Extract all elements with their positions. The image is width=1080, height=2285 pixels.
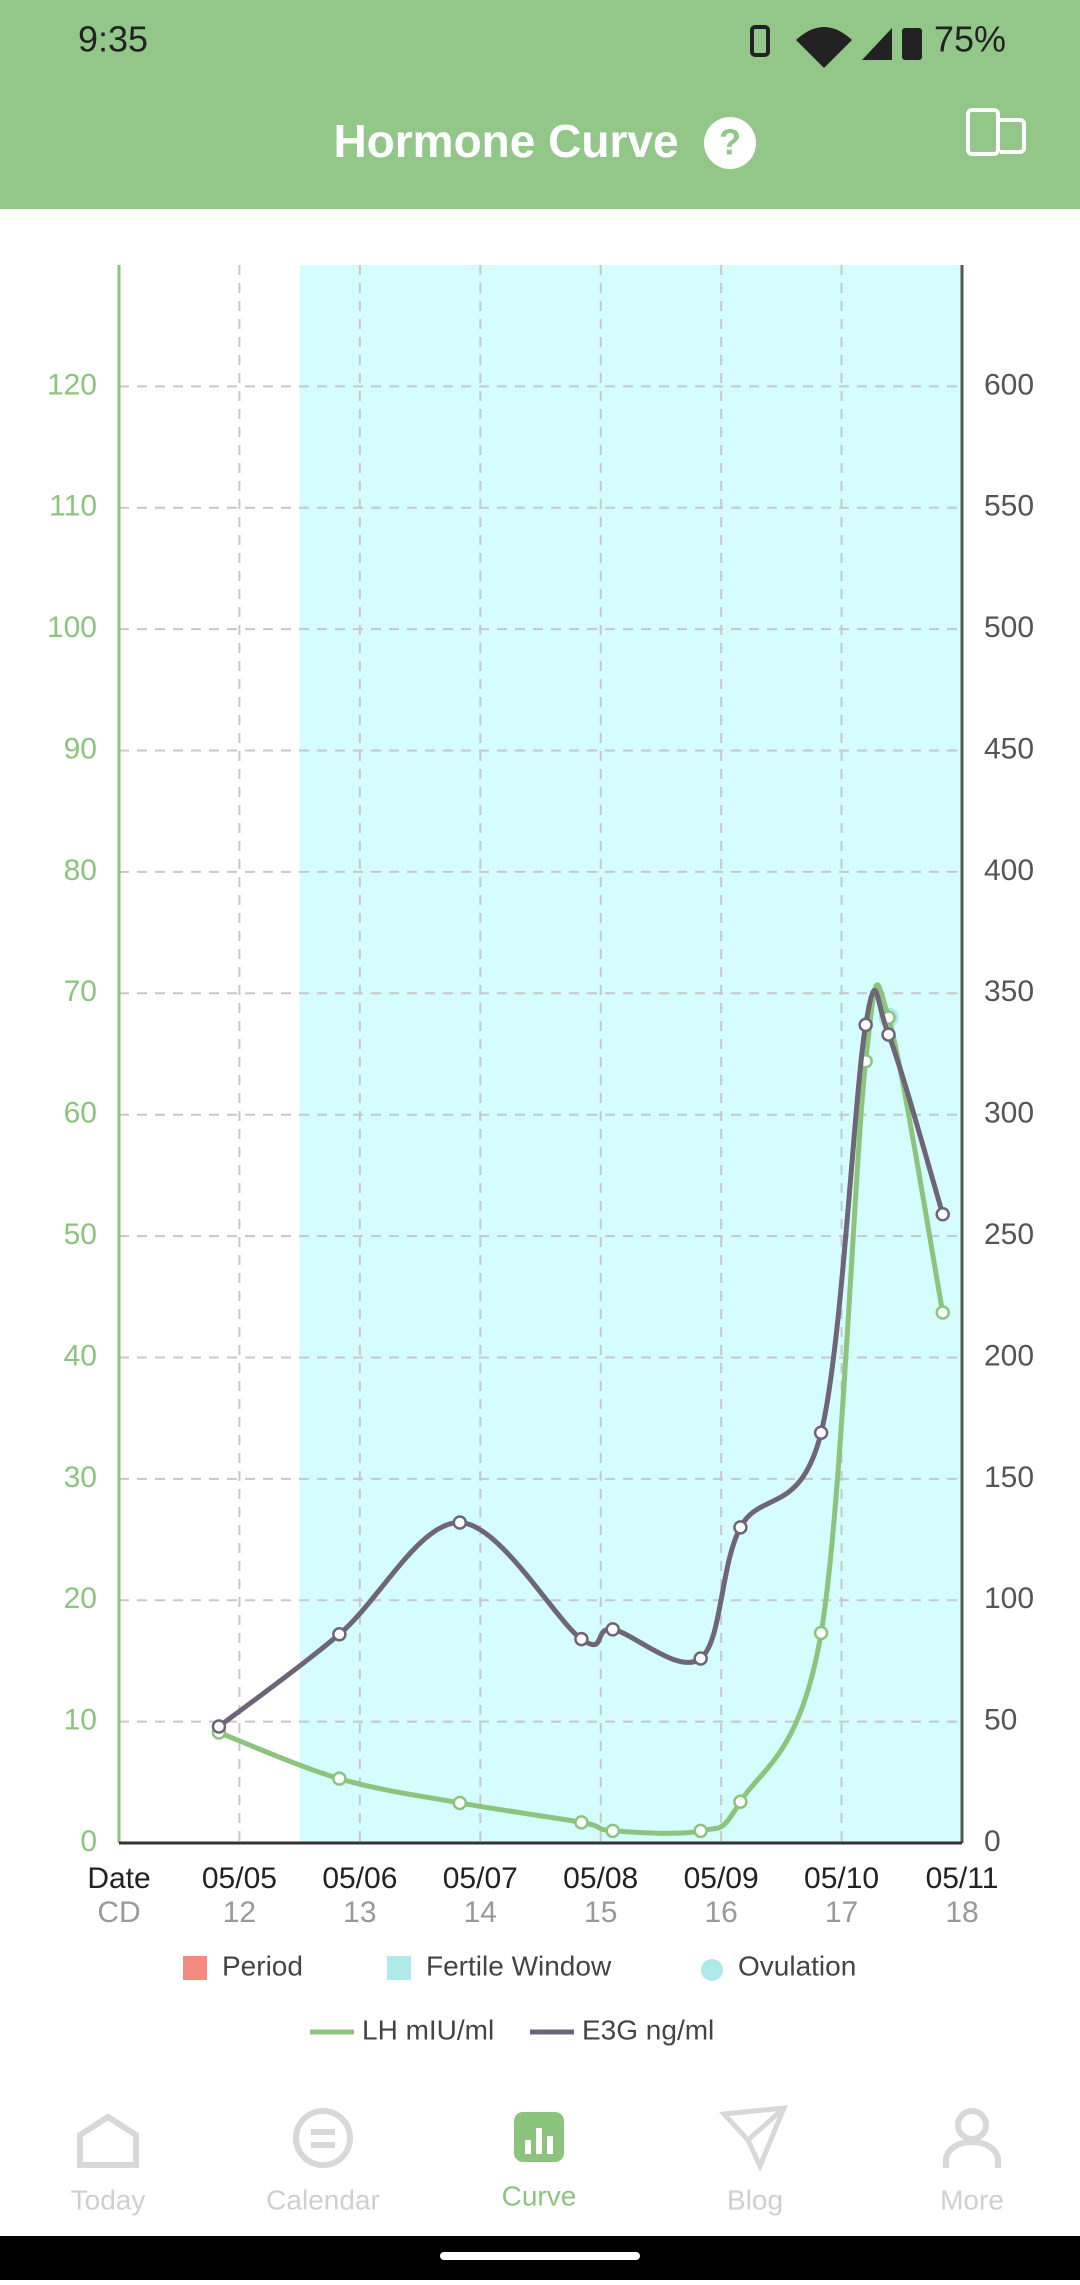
- y-tick-label: 110: [49, 490, 97, 523]
- status-time: 9:35: [78, 19, 148, 60]
- data-point: [605, 1622, 621, 1637]
- bottom-nav: [77, 2105, 1001, 2173]
- data-point: [935, 1206, 950, 1222]
- y-tick-label: 0: [80, 1825, 97, 1858]
- status-battery: 75%: [934, 19, 1006, 60]
- y-tick-label: 40: [64, 1339, 97, 1372]
- legend-label: E3G ng/ml: [582, 2014, 714, 2045]
- cycle-day-label: 14: [464, 1896, 497, 1929]
- x-tick-label: 05/08: [563, 1862, 638, 1895]
- y2-tick-label: 500: [984, 611, 1034, 644]
- x-tick-label: 05/11: [926, 1862, 999, 1895]
- svg-text:?: ?: [719, 122, 741, 163]
- data-point: [693, 1651, 708, 1666]
- y2-tick-label: 300: [984, 1097, 1034, 1130]
- data-point: [574, 1815, 589, 1830]
- data-point: [452, 1795, 468, 1811]
- data-point: [858, 1017, 873, 1033]
- help-button[interactable]: ?: [704, 117, 756, 169]
- cycle-day-label: 13: [343, 1896, 376, 1929]
- y-tick-label: 60: [64, 1097, 97, 1130]
- x-tick-label: 05/07: [443, 1862, 518, 1895]
- legend-label: LH mIU/ml: [362, 2014, 494, 2045]
- y2-tick-label: 50: [984, 1704, 1017, 1737]
- x-tick-label: 05/05: [202, 1862, 277, 1895]
- chart: 0 10 20 30 40 50 60 70 80 90 100 110 120 0 50 100 150 200…: [47, 265, 1034, 2215]
- nav-label[interactable]: Curve: [502, 2180, 577, 2211]
- y-tick-label: 80: [64, 854, 97, 887]
- y-tick-label: 10: [64, 1704, 97, 1737]
- nav-icon-more[interactable]: [943, 2108, 1001, 2168]
- legend-label: Fertile Window: [426, 1950, 612, 1981]
- cycle-day-label: 15: [584, 1896, 617, 1929]
- y-tick-label: 50: [64, 1218, 97, 1251]
- data-point: [332, 1771, 347, 1786]
- device-button[interactable]: [966, 108, 1026, 156]
- nav-icon-blog[interactable]: [718, 2105, 788, 2173]
- y2-tick-label: 400: [984, 854, 1034, 887]
- data-point: [733, 1520, 748, 1535]
- cycle-day-label: 12: [223, 1896, 256, 1929]
- y2-tick-label: 250: [984, 1218, 1034, 1251]
- data-point: [693, 1823, 708, 1839]
- y-tick-label: 100: [47, 611, 97, 644]
- legend-swatch-fertile: [387, 1956, 411, 1980]
- y2-tick-label: 150: [984, 1461, 1034, 1494]
- y2-tick-label: 0: [984, 1825, 1001, 1858]
- y2-tick-label: 350: [984, 975, 1034, 1008]
- y2-tick-label: 600: [984, 368, 1034, 401]
- y-tick-label: 120: [47, 368, 97, 401]
- data-point: [452, 1515, 468, 1530]
- header-title: Hormone Curve: [333, 115, 678, 167]
- nav-label[interactable]: More: [940, 2184, 1004, 2215]
- data-point: [935, 1305, 950, 1320]
- data-point: [211, 1719, 227, 1734]
- data-point: [332, 1626, 347, 1642]
- legend-swatch-ovulation: [701, 1959, 723, 1981]
- cycle-day-label: CD: [97, 1896, 140, 1929]
- data-point: [881, 1027, 896, 1042]
- data-point: [733, 1794, 748, 1809]
- nav-icon-calendar[interactable]: [293, 2108, 353, 2168]
- cycle-day-label: 16: [704, 1896, 737, 1929]
- x-tick-label: 05/06: [322, 1862, 397, 1895]
- home-indicator[interactable]: [440, 2252, 640, 2260]
- data-point: [574, 1631, 589, 1647]
- nav-icon-today[interactable]: [77, 2113, 139, 2168]
- data-point: [813, 1425, 829, 1440]
- nav-label[interactable]: Calendar: [266, 2184, 380, 2215]
- y-tick-label: 30: [64, 1461, 97, 1494]
- cycle-day-label: 17: [825, 1896, 858, 1929]
- y-tick-label: 20: [64, 1582, 97, 1615]
- header-bar: [0, 0, 1080, 209]
- data-point: [813, 1625, 829, 1641]
- y2-tick-label: 200: [984, 1339, 1034, 1372]
- data-point: [605, 1823, 621, 1839]
- nav-label[interactable]: Blog: [727, 2184, 783, 2215]
- nav-icon-curve[interactable]: [514, 2112, 564, 2162]
- x-tick-label: 05/10: [804, 1862, 879, 1895]
- status-icons: [750, 25, 922, 68]
- fertile-window-band: [299, 265, 963, 1843]
- series-line: [217, 987, 946, 1729]
- legend-label: Ovulation: [738, 1950, 856, 1981]
- y-tick-label: 70: [64, 975, 97, 1008]
- y2-tick-label: 550: [984, 490, 1034, 523]
- y2-tick-label: 100: [984, 1582, 1034, 1615]
- x-tick-label: 05/09: [684, 1862, 759, 1895]
- y-tick-label: 90: [64, 732, 97, 765]
- cycle-day-label: 18: [945, 1896, 978, 1929]
- nav-label[interactable]: Today: [71, 2184, 146, 2215]
- legend-label: Period: [222, 1950, 303, 1981]
- x-tick-label: Date: [87, 1862, 150, 1895]
- y2-tick-label: 450: [984, 732, 1034, 765]
- legend-swatch-period: [183, 1956, 207, 1980]
